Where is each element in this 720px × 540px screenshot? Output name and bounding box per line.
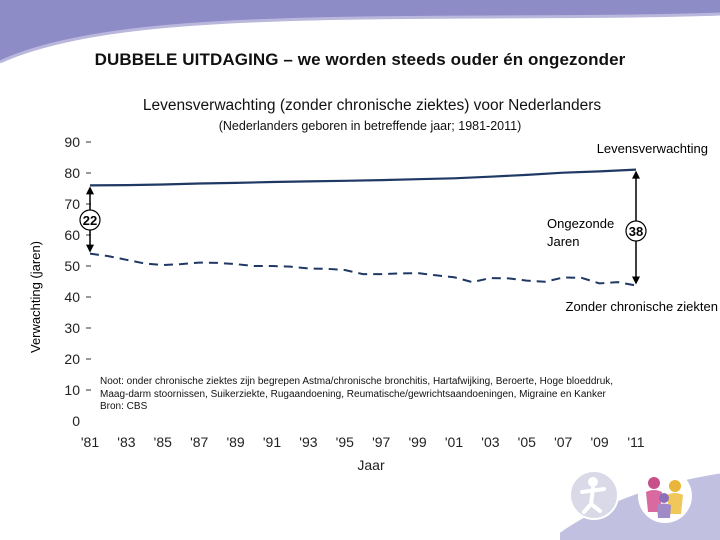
y-tick-label: 60 [64, 227, 80, 243]
logo-figure-2-body-icon [667, 493, 683, 514]
logo-figure-3-body-icon [657, 503, 671, 518]
y-tick-label: 50 [64, 258, 80, 274]
y-ticks: 0 10 20 30 40 50 60 70 80 90 [64, 134, 91, 429]
x-tick-label: '93 [299, 434, 317, 450]
people-figures-logo [560, 469, 720, 540]
logo-figure-3-head-icon [659, 493, 669, 503]
x-tick-label: '87 [190, 434, 208, 450]
annotation-jaren: Jaren [547, 234, 580, 249]
y-axis-label: Verwachting (jaren) [28, 241, 43, 353]
x-tick-label: '01 [445, 434, 463, 450]
x-tick-label: '97 [372, 434, 390, 450]
y-tick-label: 20 [64, 351, 80, 367]
x-tick-label: '89 [226, 434, 244, 450]
header-wave-edge [0, 12, 720, 64]
y-axis-label-group: Verwachting (jaren) [28, 241, 43, 353]
x-tick-label: '91 [263, 434, 281, 450]
annotation-levensverwachting: Levensverwachting [597, 141, 708, 156]
x-tick-label: '11 [627, 434, 644, 450]
badge-38-text: 38 [629, 224, 643, 239]
badge-22: 22 [79, 209, 101, 231]
gap-arrow-start-head-up [86, 186, 94, 195]
x-tick-label: '99 [408, 434, 426, 450]
badge-22-circle [79, 209, 101, 231]
logo-left-head-icon [588, 477, 598, 487]
x-tick-label: '83 [117, 434, 135, 450]
y-tick-label: 80 [64, 165, 80, 181]
badge-38-circle [625, 220, 647, 242]
chart-title: Levensverwachting (zonder chronische zie… [142, 97, 602, 114]
annotation-zonder-chronische-ziekten: Zonder chronische ziekten [566, 299, 718, 314]
x-tick-label: '03 [481, 434, 499, 450]
x-tick-label: '09 [590, 434, 608, 450]
x-tick-label: '81 [81, 434, 99, 450]
gap-arrow-end-head-down [632, 276, 640, 285]
footnote: Noot: onder chronische ziektes zijn begr… [100, 376, 690, 414]
y-tick-label: 40 [64, 289, 80, 305]
y-tick-label: 30 [64, 320, 80, 336]
x-axis-label: Jaar [357, 457, 385, 473]
series-line-1 [89, 168, 637, 187]
badge-38: 38 [625, 220, 647, 242]
x-tick-label: '95 [336, 434, 354, 450]
y-tick-label: 90 [64, 134, 80, 150]
badge-22-text: 22 [83, 213, 97, 228]
gap-arrow-start-head-down [86, 244, 94, 253]
series-lines [89, 168, 637, 287]
x-tick-label: '05 [518, 434, 536, 450]
footnote-line-1: Noot: onder chronische ziektes zijn begr… [100, 376, 614, 387]
y-tick-label: 70 [64, 196, 80, 212]
logo-figure-1-head-icon [648, 477, 660, 489]
logo-figure-2-head-icon [669, 480, 681, 492]
series-line-2 [89, 252, 637, 287]
x-tick-label: '85 [154, 434, 172, 450]
y-tick-label: 10 [64, 382, 80, 398]
footnote-line-2: Maag-darm stoornissen, Suikerziekte, Rug… [100, 388, 606, 400]
x-ticks: '81 '83 '85 '87 '89 '91 '93 '95 '97 '99 '01 '03 '05 '… [81, 434, 645, 450]
annotation-ongezonde: Ongezonde [547, 216, 614, 231]
y-tick-label: 0 [72, 413, 80, 429]
x-tick-label: '07 [554, 434, 572, 450]
footnote-source: Bron: CBS [100, 401, 148, 412]
chart-subtitle: (Nederlanders geboren in betreffende jaa… [218, 119, 522, 133]
logo-left-figure-icon [580, 486, 606, 514]
slide-title: DUBBELE UITDAGING – we worden steeds oud… [94, 50, 626, 69]
gap-arrow-end-head-up [632, 170, 640, 179]
